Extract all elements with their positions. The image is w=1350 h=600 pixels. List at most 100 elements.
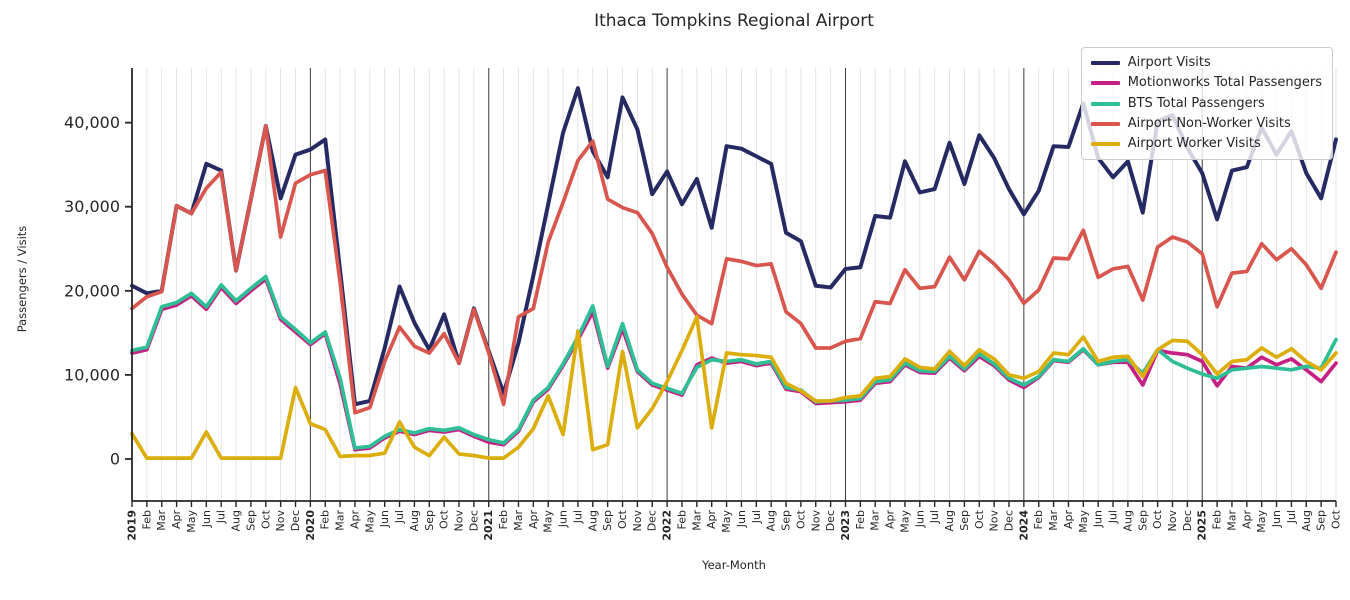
legend-item-motionworks-total-passengers: Motionworks Total Passengers [1090,75,1322,91]
series-line-bts-total-passengers [130,274,1338,450]
y-tick-label: 10,000 [64,365,120,384]
legend-item-airport-worker-visits: Airport Worker Visits [1090,136,1322,152]
x-tick-label: May [363,510,376,533]
x-tick-label: Mar [690,510,703,531]
legend-line-swatch [1090,81,1120,86]
legend-line-swatch [1090,121,1120,126]
x-tick-label: Jul [215,510,228,524]
y-tick-label: 0 [110,449,120,468]
series-line-airport-visits [130,86,1338,407]
x-tick-label: Aug [1121,510,1134,531]
series-line-airport-non-worker-visits [130,124,1338,415]
x-tick-label: Sep [423,510,436,531]
y-tick-label: 40,000 [64,113,120,132]
y-tick-label: 30,000 [64,197,120,216]
x-tick-label: Aug [586,510,599,531]
x-tick-label: Nov [631,510,644,532]
x-tick-label: Oct [616,509,629,529]
x-tick-label: Sep [601,510,614,531]
x-tick-label: Dec [467,510,480,531]
x-tick-label: Feb [497,510,510,529]
legend-label: Airport Visits [1127,55,1211,70]
x-tick-label: Aug [230,510,243,531]
x-tick-label: Nov [274,510,287,532]
x-tick-label: Dec [289,510,302,531]
x-tick-label: Dec [1002,510,1015,531]
x-tick-label: Jun [913,510,926,528]
x-tick-label: Dec [646,510,659,531]
x-tick-label: Jul [750,510,763,524]
x-tick-label: May [898,510,911,533]
x-tick-label: Mar [1225,510,1238,531]
legend-line-swatch [1090,61,1120,66]
x-tick-label: Jul [571,510,584,524]
legend-label: Airport Worker Visits [1127,136,1261,151]
x-tick-label: Oct [259,509,272,529]
x-tick-label: Jun [557,510,570,528]
series-lines [130,86,1338,460]
x-tick-label: Jul [393,510,406,524]
x-tick-label: Mar [1047,510,1060,531]
x-tick-label: 2021 [482,510,495,541]
x-tick-label: Dec [824,510,837,531]
x-tick-label: 2020 [304,510,317,541]
x-tick-label: 2024 [1017,510,1030,541]
x-tick-labels: 2019 Feb Mar Apr May Jun Jul Aug Sep Oct Nov Dec 202… [126,501,1343,541]
y-tick-label: 20,000 [64,281,120,300]
x-tick-label: Sep [1315,510,1328,531]
series-line-airport-worker-visits [130,315,1338,460]
x-tick-label: Mar [334,510,347,531]
x-tick-label: 2023 [839,510,852,541]
x-tick-label: Aug [943,510,956,531]
legend: Airport Visits Motionworks Total Passenge… [1080,47,1333,161]
x-tick-label: May [185,510,198,533]
x-tick-label: Jun [1092,510,1105,528]
legend-line-swatch [1090,142,1120,147]
x-tick-label: Apr [170,510,183,530]
x-tick-label: 2025 [1196,510,1209,541]
x-tick-label: Nov [453,510,466,532]
x-tick-label: Jun [735,510,748,528]
x-tick-label: Dec [1181,510,1194,531]
x-tick-label: Feb [319,510,332,529]
x-tick-label: Nov [809,510,822,532]
x-tick-label: 2019 [126,510,139,541]
x-axis-label: Year-Month [702,558,766,572]
x-tick-label: Oct [794,509,807,529]
x-tick-label: Aug [408,510,421,531]
x-tick-label: Oct [1151,509,1164,529]
y-axis-label: Passengers / Visits [15,225,29,333]
x-tick-label: Apr [1240,510,1253,530]
x-tick-label: May [1255,510,1268,533]
legend-line-swatch [1090,101,1120,106]
x-tick-label: Apr [884,510,897,530]
x-tick-label: Jul [1107,510,1120,524]
axes [131,68,1336,502]
y-tick-labels: 0 10,000 20,000 30,000 40,000 [64,113,132,468]
x-tick-label: Sep [1136,510,1149,531]
x-tick-label: Oct [973,509,986,529]
legend-item-airport-visits: Airport Visits [1090,55,1322,71]
legend-item-airport-non-worker-visits: Airport Non-Worker Visits [1090,115,1322,132]
x-tick-label: Sep [780,510,793,531]
x-tick-label: Aug [1300,510,1313,531]
x-tick-label: 2022 [661,510,674,541]
x-tick-label: May [542,510,555,533]
legend-item-bts-total-passengers: BTS Total Passengers [1090,96,1322,112]
x-tick-label: Apr [527,510,540,530]
x-tick-label: Sep [958,510,971,531]
x-tick-label: Feb [140,510,153,529]
x-tick-label: Oct [438,509,451,529]
legend-label: Airport Non-Worker Visits [1127,115,1291,131]
x-tick-label: Mar [512,510,525,531]
x-tick-label: Feb [675,510,688,529]
x-tick-label: Sep [244,510,257,531]
x-tick-label: Feb [1032,510,1045,529]
x-tick-label: Feb [854,510,867,529]
x-tick-label: Jun [378,510,391,528]
x-tick-label: Jun [200,510,213,528]
chart-title: Ithaca Tompkins Regional Airport [594,11,874,31]
x-tick-label: Oct [1330,509,1343,529]
x-tick-label: Mar [869,510,882,531]
